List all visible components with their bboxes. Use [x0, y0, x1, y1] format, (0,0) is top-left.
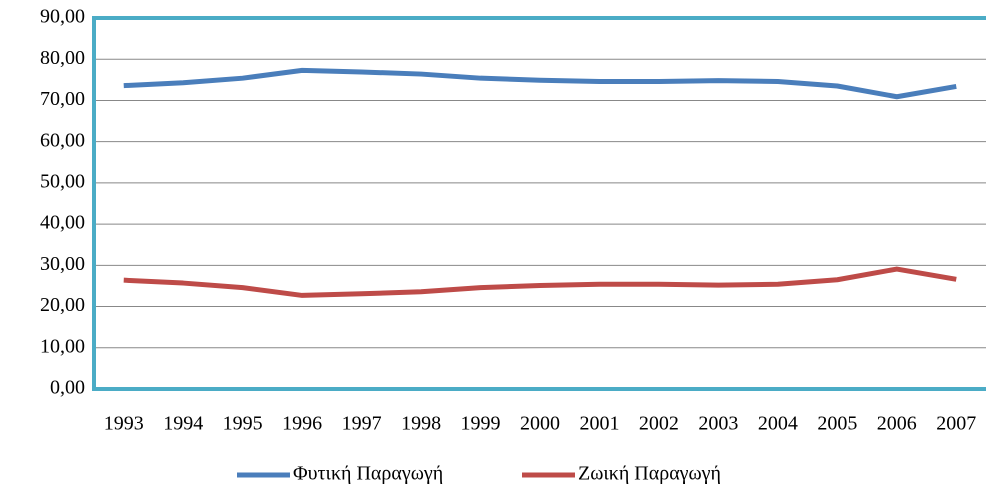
x-tick-label: 1998: [401, 413, 441, 435]
x-tick-label: 1999: [461, 413, 501, 435]
x-tick-label: 2004: [758, 413, 798, 435]
plot-frame: [92, 16, 986, 391]
x-tick-label: 2000: [520, 413, 560, 435]
y-tick-label: 20,00: [40, 294, 85, 316]
y-tick-label: 30,00: [40, 253, 85, 275]
x-tick-label: 2006: [877, 413, 917, 435]
y-tick-label: 50,00: [40, 170, 85, 192]
y-tick-label: 70,00: [40, 88, 85, 110]
legend-label: Φυτική Παραγωγή: [293, 463, 443, 485]
x-tick-label: 2005: [817, 413, 857, 435]
x-tick-label: 2007: [936, 413, 976, 435]
x-tick-label: 1994: [163, 413, 203, 435]
y-tick-label: 60,00: [40, 129, 85, 151]
x-tick-label: 2001: [579, 413, 619, 435]
y-tick-label: 0,00: [50, 377, 85, 399]
y-tick-label: 80,00: [40, 47, 85, 69]
x-tick-label: 1997: [342, 413, 382, 435]
x-tick-label: 1996: [282, 413, 322, 435]
y-tick-label: 40,00: [40, 212, 85, 234]
y-tick-label: 90,00: [40, 6, 85, 28]
x-tick-label: 2003: [698, 413, 738, 435]
x-tick-label: 2002: [639, 413, 679, 435]
line-series: [123, 67, 957, 100]
line-series: [123, 266, 957, 298]
legend-label: Ζωική Παραγωγή: [578, 463, 721, 485]
y-tick-label: 10,00: [40, 335, 85, 357]
x-tick-label: 1995: [223, 413, 263, 435]
x-tick-label: 1993: [104, 413, 144, 435]
